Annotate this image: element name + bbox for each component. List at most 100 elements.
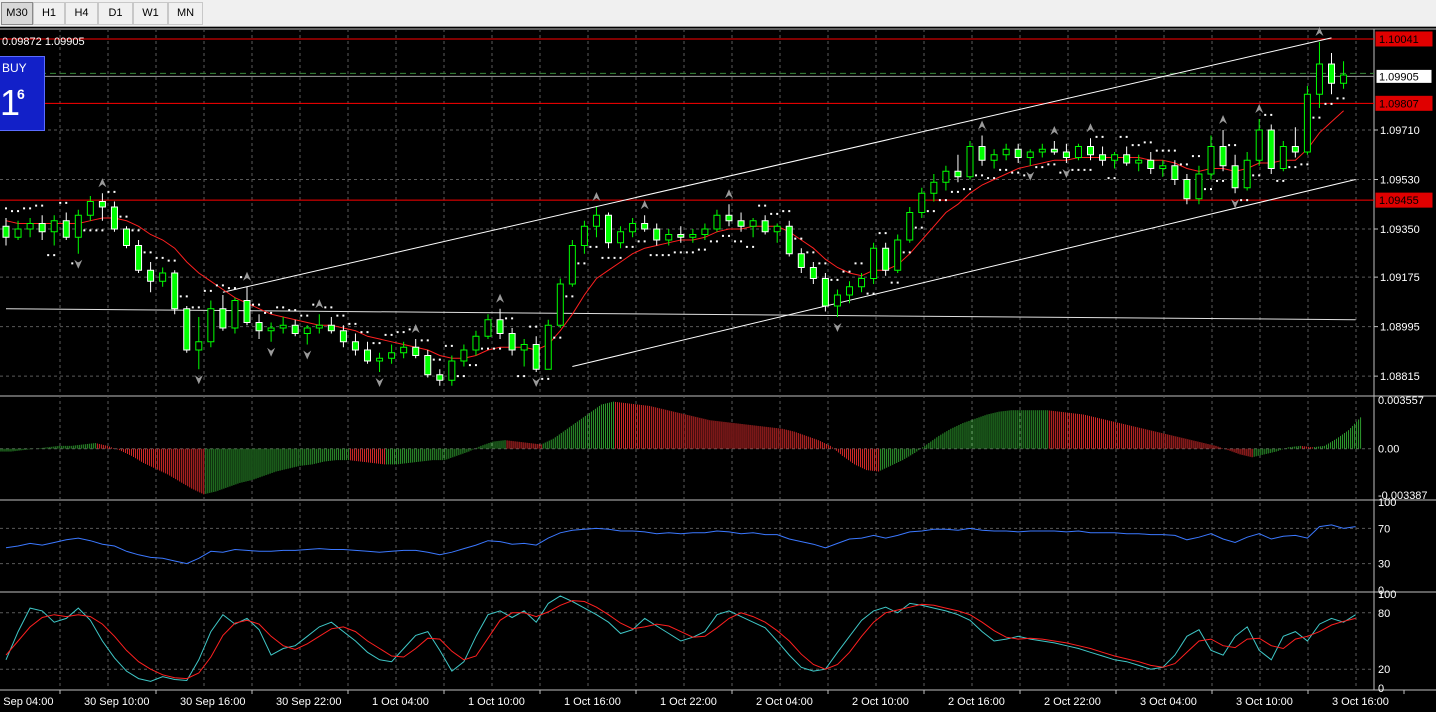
fractal-up-arrow: [1050, 126, 1059, 135]
candle: [1026, 149, 1034, 166]
parabolic-sar-dot: [71, 262, 74, 265]
parabolic-sar-dot: [1017, 171, 1020, 174]
parabolic-sar-dot: [1035, 166, 1038, 169]
parabolic-sar-dot: [884, 232, 887, 235]
parabolic-sar-dot: [1342, 97, 1345, 100]
parabolic-sar-dot: [505, 317, 508, 320]
rsi-axis-label: 100: [1378, 497, 1396, 509]
parabolic-sar-dot: [1288, 166, 1291, 169]
parabolic-sar-dot: [276, 306, 279, 309]
timeframe-d1-button[interactable]: D1: [98, 2, 133, 25]
parabolic-sar-dot: [541, 377, 544, 380]
parabolic-sar-dot: [655, 254, 658, 257]
candle-body: [195, 341, 203, 351]
candle: [74, 209, 82, 254]
one-click-buy-panel[interactable]: BUY 1 6: [0, 56, 45, 131]
parabolic-sar-dot: [83, 229, 86, 232]
candle: [1219, 130, 1227, 172]
candle: [797, 248, 805, 273]
candle-body: [1002, 148, 1010, 156]
candle: [267, 322, 275, 342]
parabolic-sar-dot: [300, 314, 303, 317]
candle-body: [159, 272, 167, 282]
candle: [1231, 154, 1239, 194]
parabolic-sar-dot: [288, 309, 291, 312]
parabolic-sar-dot: [336, 314, 339, 317]
candle-body: [580, 225, 588, 246]
candle: [183, 306, 191, 353]
parabolic-sar-dot: [354, 322, 357, 325]
parabolic-sar-dot: [770, 212, 773, 215]
parabolic-sar-dot: [342, 314, 345, 317]
candle: [508, 328, 516, 356]
candle-body: [1099, 154, 1107, 161]
parabolic-sar-dot: [962, 188, 965, 191]
candle: [171, 270, 179, 315]
timeframe-w1-button[interactable]: W1: [133, 2, 168, 25]
parabolic-sar-dot: [378, 342, 381, 345]
timeframe-mn-button[interactable]: MN: [168, 2, 203, 25]
parabolic-sar-dot: [999, 168, 1002, 171]
timeframe-m30-button[interactable]: M30: [1, 2, 33, 25]
candle-body: [653, 228, 661, 241]
parabolic-sar-dot: [312, 303, 315, 306]
candle: [990, 149, 998, 169]
horizontal-trend-line: [5, 308, 1356, 321]
candle-body: [1147, 159, 1155, 169]
time-tick-label: 30 Sep 16:00: [180, 696, 245, 708]
candle: [207, 300, 215, 348]
parabolic-sar-dot: [197, 306, 200, 309]
parabolic-sar-dot: [408, 328, 411, 331]
parabolic-sar-dot: [836, 278, 839, 281]
candle: [870, 242, 878, 284]
price-pane: [0, 27, 1374, 387]
candle-body: [665, 234, 673, 241]
candle-body: [1123, 154, 1131, 164]
parabolic-sar-dot: [637, 240, 640, 243]
parabolic-sar-dot: [794, 237, 797, 240]
parabolic-sar-dot: [1336, 97, 1339, 100]
candle: [930, 174, 938, 202]
parabolic-sar-dot: [1125, 135, 1128, 138]
parabolic-sar-dot: [1282, 179, 1285, 182]
price-tag-label: 1.10041: [1379, 34, 1419, 46]
candle-body: [737, 220, 745, 227]
candle-body: [1062, 151, 1070, 158]
candle-body: [135, 245, 143, 271]
parabolic-sar-dot: [1222, 179, 1225, 182]
parabolic-sar-dot: [487, 347, 489, 350]
buy-button-label[interactable]: BUY: [2, 61, 27, 75]
parabolic-sar-dot: [456, 375, 459, 378]
candle-body: [303, 327, 311, 334]
candle-body: [641, 223, 649, 230]
parabolic-sar-dot: [1210, 188, 1212, 191]
parabolic-sar-dot: [818, 262, 821, 265]
parabolic-sar-dot: [348, 322, 351, 325]
candle: [761, 215, 769, 235]
timeframe-h4-button[interactable]: H4: [65, 2, 98, 25]
candle-body: [1267, 129, 1275, 169]
chart-canvas[interactable]: 1.09710 1.09530 1.09350 1.09175 1.08995 1.088…: [0, 26, 1436, 712]
candle: [1267, 124, 1275, 174]
parabolic-sar-dot: [559, 336, 562, 339]
parabolic-sar-dot: [691, 251, 694, 254]
timeframe-h1-button[interactable]: H1: [33, 2, 65, 25]
price-tag-box: [1375, 31, 1433, 47]
candle-body: [1014, 148, 1022, 158]
candle: [472, 330, 480, 356]
candle: [14, 220, 22, 240]
candle: [785, 220, 793, 257]
parabolic-sar-dot: [125, 215, 128, 218]
time-tick-label: 2 Oct 10:00: [852, 696, 909, 708]
parabolic-sar-dot: [1197, 155, 1200, 158]
candle-body: [231, 300, 239, 329]
candle: [532, 336, 540, 372]
fractal-down-arrow: [375, 378, 384, 387]
parabolic-sar-dot: [1059, 171, 1062, 174]
fractal-down-arrow: [532, 378, 541, 387]
candle-body: [966, 146, 974, 178]
parabolic-sar-dot: [842, 270, 845, 273]
parabolic-sar-dot: [830, 278, 833, 281]
candle-body: [424, 355, 432, 376]
parabolic-sar-dot: [252, 303, 255, 306]
